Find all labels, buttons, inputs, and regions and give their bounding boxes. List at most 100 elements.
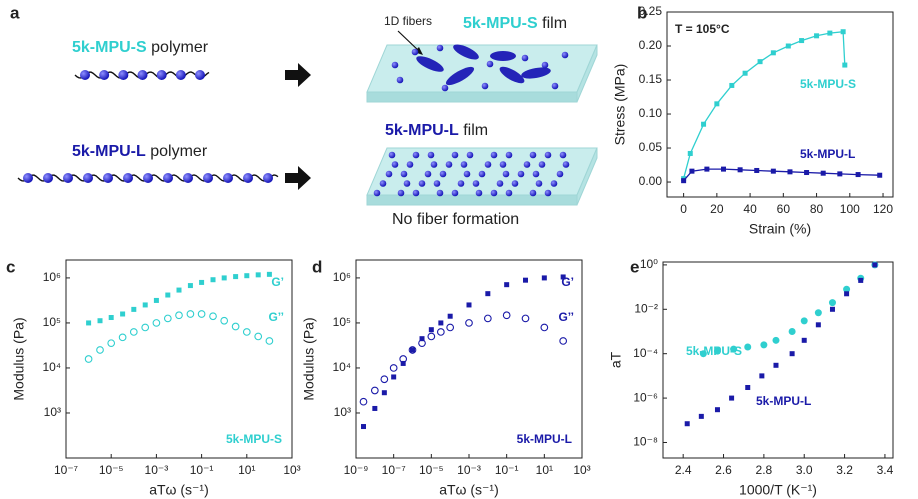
monomer: [143, 173, 153, 183]
polymer-name: 5k-MPU-S: [72, 39, 147, 56]
particle: [373, 189, 381, 197]
particle: [502, 170, 510, 178]
film-label: 5k-MPU-S film: [463, 15, 567, 32]
panel-label: d: [312, 257, 322, 276]
y-tick-label: 0.00: [639, 174, 663, 188]
y-tick-label: 10⁵: [43, 315, 61, 329]
monomer: [103, 173, 113, 183]
marker: [804, 170, 810, 176]
marker: [466, 302, 472, 308]
marker: [827, 30, 833, 36]
x-tick-label: 10⁻³: [145, 463, 169, 477]
particle: [391, 161, 399, 168]
marker: [713, 347, 721, 355]
marker: [360, 424, 366, 430]
x-tick-label: 10⁻¹: [495, 463, 519, 477]
series-label: 5k-MPU-S: [800, 77, 856, 91]
panel-label: e: [630, 257, 639, 276]
marker: [410, 347, 415, 353]
y-tick-label: 10⁶: [43, 270, 61, 284]
particle: [523, 161, 531, 168]
particle: [544, 189, 552, 197]
series-label: 5k-MPU-L: [756, 394, 811, 408]
marker: [370, 386, 379, 395]
marker: [254, 332, 263, 341]
callout-arrow: [397, 30, 421, 53]
particle: [532, 170, 540, 178]
particle: [391, 61, 399, 69]
marker: [701, 121, 707, 127]
marker: [399, 355, 408, 363]
y-tick-label: 10⁻⁸: [633, 435, 658, 449]
series-label: G’: [271, 275, 284, 289]
marker: [559, 337, 568, 345]
marker: [210, 277, 216, 283]
particle: [472, 180, 480, 187]
marker: [400, 360, 406, 366]
particle: [517, 170, 525, 178]
polymer-name: 5k-MPU-L: [72, 143, 146, 160]
x-tick-label: 2.4: [675, 463, 692, 477]
marker: [233, 274, 239, 280]
series-label: G’: [561, 275, 574, 289]
marker: [837, 171, 843, 177]
particle: [427, 151, 435, 159]
y-tick-label: 10⁴: [332, 360, 351, 374]
particle: [439, 170, 447, 178]
marker: [446, 323, 455, 332]
y-tick-label: 10⁴: [42, 360, 61, 374]
monomer: [223, 173, 233, 183]
particle: [551, 82, 559, 90]
monomer: [263, 173, 273, 183]
particle: [484, 161, 492, 168]
marker: [86, 320, 92, 326]
marker: [175, 311, 183, 320]
x-axis-label: Strain (%): [749, 221, 811, 237]
particle: [396, 76, 404, 84]
x-tick-label: 10⁻¹: [190, 463, 214, 477]
particle: [441, 84, 449, 92]
x-tick-label: 2.6: [715, 463, 732, 477]
monomer: [80, 70, 90, 80]
marker: [855, 172, 861, 178]
marker: [359, 397, 368, 406]
particle: [388, 151, 396, 159]
marker: [389, 364, 398, 372]
monomer: [99, 70, 110, 80]
y-tick-label: 0.05: [639, 140, 663, 154]
film-label: 5k-MPU-L film: [385, 122, 488, 139]
x-tick-label: 0: [680, 202, 687, 216]
marker: [681, 178, 687, 184]
panel-label: a: [10, 3, 20, 22]
particle: [418, 180, 426, 187]
marker: [108, 315, 114, 321]
particle: [451, 189, 459, 197]
polymer-label: 5k-MPU-S polymer: [72, 39, 209, 56]
monomer: [156, 70, 167, 80]
marker: [187, 283, 193, 289]
particle: [529, 151, 537, 159]
particle: [445, 161, 453, 168]
marker: [465, 319, 473, 327]
marker: [118, 333, 127, 342]
marker: [843, 285, 851, 293]
x-tick-label: 3.2: [836, 463, 853, 477]
x-tick-label: 20: [710, 202, 724, 216]
marker: [504, 282, 510, 288]
particle: [463, 170, 471, 178]
marker: [523, 277, 528, 283]
marker: [176, 287, 182, 293]
film-suffix: film: [542, 15, 567, 32]
marker: [828, 299, 836, 307]
marker: [540, 323, 549, 332]
monomer: [183, 173, 193, 183]
marker: [199, 279, 205, 285]
marker: [858, 277, 864, 283]
marker: [152, 319, 161, 327]
marker: [107, 339, 116, 348]
x-tick-label: 60: [777, 202, 791, 216]
x-tick-label: 10⁻⁵: [99, 463, 124, 477]
polymer-label: 5k-MPU-L polymer: [72, 143, 208, 160]
y-axis-label: aT: [608, 351, 624, 368]
particle: [496, 180, 504, 187]
